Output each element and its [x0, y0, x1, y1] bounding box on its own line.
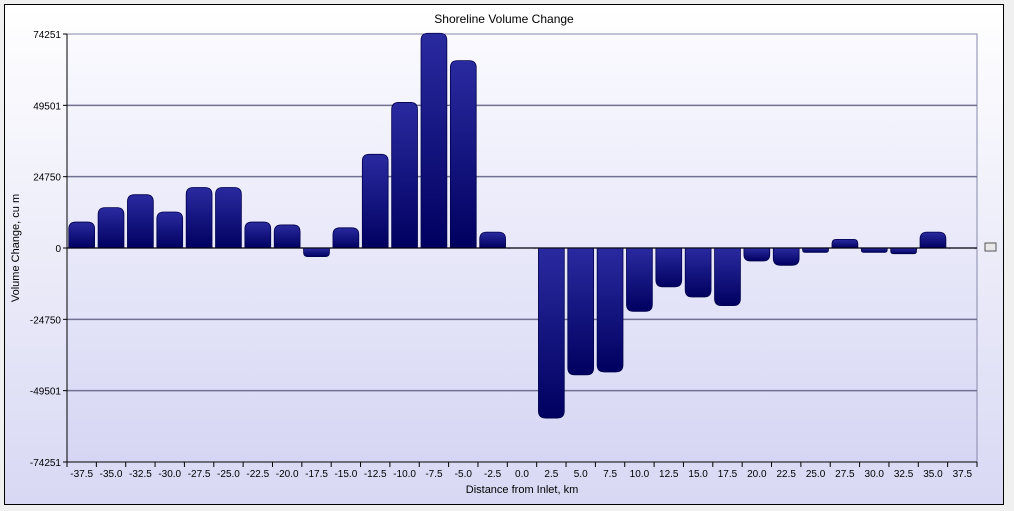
- legend-toggle-icon[interactable]: [984, 242, 997, 252]
- x-tick-label: -22.5: [246, 469, 269, 480]
- bar: [449, 60, 477, 249]
- bar: [919, 231, 947, 249]
- bar: [127, 194, 154, 249]
- bar: [185, 187, 213, 249]
- bar: [420, 32, 448, 249]
- x-tick-label: 10.0: [630, 469, 650, 480]
- chart-frame: Shoreline Volume Change 74251 49501 24750 0…: [4, 4, 1004, 505]
- x-tick-label: -20.0: [276, 469, 299, 480]
- x-tick-label: 22.5: [776, 469, 796, 480]
- chart-title: Shoreline Volume Change: [434, 12, 574, 26]
- bar: [655, 247, 683, 288]
- bar: [831, 238, 859, 249]
- x-tick-labels: -37.5 -35.0 -32.5 -30.0 -27.5 -25.0 -22.5 -20.0…: [66, 462, 978, 480]
- y-tick-labels: 74251 49501 24750 0 -24750 -49501 -74251: [30, 30, 67, 469]
- y-tick-label: -24750: [30, 315, 62, 326]
- bar: [479, 231, 506, 249]
- x-tick-label: -35.0: [100, 469, 123, 480]
- x-tick-label: -37.5: [70, 469, 93, 480]
- x-tick-label: -2.5: [484, 469, 502, 480]
- x-tick-label: 20.0: [747, 469, 767, 480]
- x-tick-label: 27.5: [835, 469, 855, 480]
- x-tick-label: 32.5: [894, 469, 914, 480]
- x-tick-label: 15.0: [688, 469, 708, 480]
- x-tick-label: -10.0: [393, 469, 416, 480]
- bar: [303, 247, 330, 258]
- bar: [743, 247, 771, 262]
- x-tick-label: -17.5: [305, 469, 328, 480]
- x-tick-label: 25.0: [806, 469, 826, 480]
- bar: [860, 247, 888, 253]
- bar: [332, 227, 360, 249]
- x-tick-label: 35.0: [923, 469, 943, 480]
- bar: [890, 247, 917, 255]
- bar: [391, 102, 418, 249]
- x-tick-label: -7.5: [425, 469, 443, 480]
- bar: [567, 247, 595, 376]
- bar: [273, 224, 301, 249]
- bar: [97, 207, 125, 249]
- bar: [156, 211, 184, 249]
- x-tick-label: 2.5: [544, 469, 558, 480]
- bar: [626, 247, 653, 312]
- y-tick-label: 0: [55, 244, 61, 255]
- x-tick-label: -30.0: [158, 469, 181, 480]
- x-tick-label: 17.5: [718, 469, 738, 480]
- bar: [361, 153, 389, 249]
- y-tick-label: 24750: [33, 173, 61, 184]
- bar: [684, 247, 712, 298]
- x-tick-label: -27.5: [188, 469, 211, 480]
- bar: [772, 247, 800, 266]
- bar: [538, 247, 565, 419]
- x-tick-label: 37.5: [953, 469, 973, 480]
- bar: [244, 221, 272, 249]
- bar: [596, 247, 624, 373]
- x-tick-label: 12.5: [659, 469, 679, 480]
- bar: [802, 247, 829, 253]
- x-tick-label: -25.0: [217, 469, 240, 480]
- x-tick-label: 5.0: [574, 469, 588, 480]
- bars: [68, 32, 976, 419]
- x-tick-label: -15.0: [334, 469, 357, 480]
- y-tick-label: -74251: [30, 458, 62, 469]
- y-tick-label: -49501: [30, 387, 62, 398]
- x-tick-label: -32.5: [129, 469, 152, 480]
- bar: [714, 247, 741, 307]
- x-tick-label: 7.5: [603, 469, 617, 480]
- x-tick-label: 0.0: [515, 469, 529, 480]
- bar-chart: Shoreline Volume Change 74251 49501 24750 0…: [10, 12, 997, 496]
- bar: [68, 221, 95, 249]
- y-axis-title: Volume Change, cu m: [10, 194, 22, 302]
- y-tick-label: 49501: [33, 101, 61, 112]
- bar: [215, 187, 242, 249]
- y-tick-label: 74251: [33, 30, 61, 41]
- x-axis-title: Distance from Inlet, km: [466, 484, 578, 496]
- x-tick-label: -5.0: [455, 469, 473, 480]
- x-tick-label: 30.0: [865, 469, 885, 480]
- x-tick-label: -12.5: [364, 469, 387, 480]
